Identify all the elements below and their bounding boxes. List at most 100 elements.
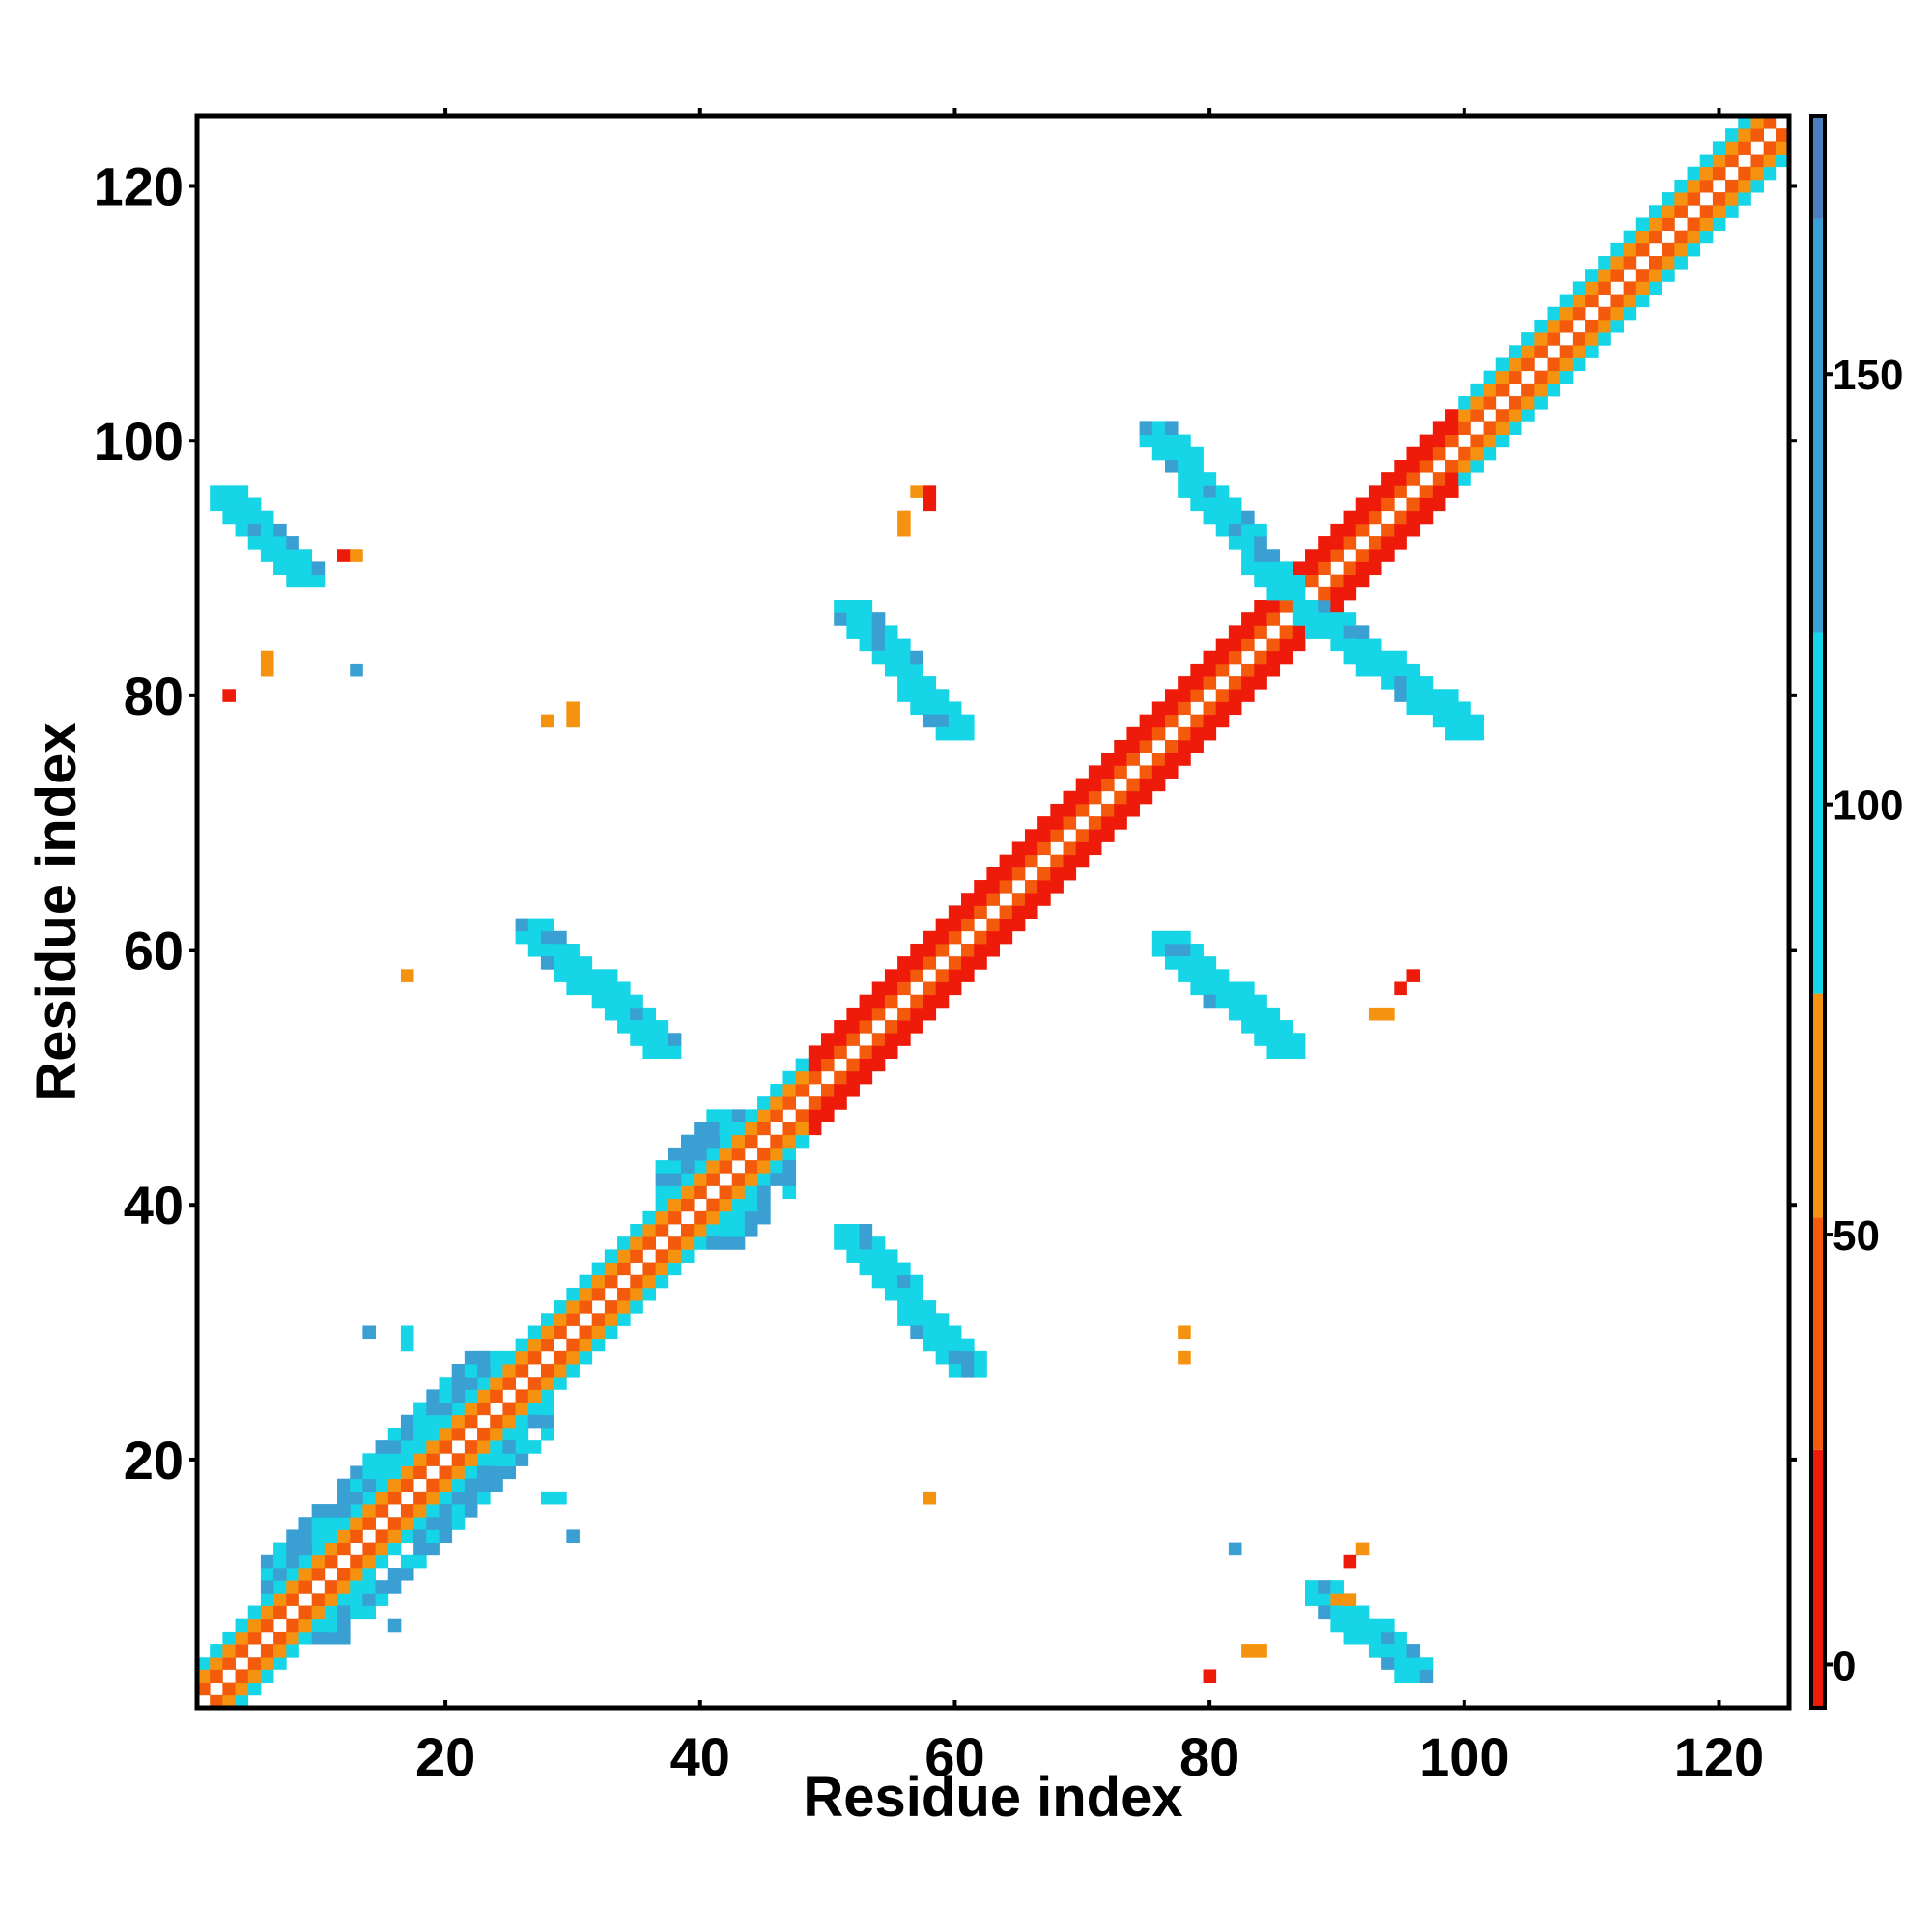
heatmap-cell bbox=[1521, 409, 1535, 422]
heatmap-cell bbox=[1063, 854, 1077, 868]
heatmap-cell bbox=[630, 1224, 643, 1237]
heatmap-cell bbox=[464, 1414, 478, 1429]
heatmap-cell bbox=[324, 1593, 338, 1606]
heatmap-cell bbox=[999, 930, 1013, 945]
heatmap-cell bbox=[1190, 485, 1204, 498]
heatmap-cell bbox=[1037, 841, 1051, 856]
heatmap-cell bbox=[311, 561, 326, 576]
heatmap-cell bbox=[1024, 829, 1038, 842]
heatmap-cell bbox=[350, 1504, 363, 1518]
heatmap-cell bbox=[350, 1554, 363, 1569]
heatmap-cell bbox=[948, 701, 962, 716]
heatmap-cell bbox=[1178, 472, 1191, 486]
heatmap-cell bbox=[362, 1580, 376, 1594]
heatmap-cell bbox=[744, 1224, 758, 1237]
heatmap-cell bbox=[986, 943, 1000, 957]
heatmap-cell bbox=[1419, 510, 1434, 525]
heatmap-cell bbox=[1203, 726, 1217, 741]
heatmap-cell bbox=[1521, 345, 1535, 358]
heatmap-cell bbox=[897, 1274, 911, 1289]
heatmap-cell bbox=[540, 1325, 554, 1340]
heatmap-cell bbox=[821, 1096, 835, 1110]
heatmap-cell bbox=[464, 1491, 478, 1505]
heatmap-cell bbox=[821, 1045, 835, 1060]
heatmap-cell bbox=[884, 1274, 898, 1289]
heatmap-cell bbox=[821, 1058, 835, 1072]
heatmap-cell bbox=[1508, 345, 1522, 358]
heatmap-cell bbox=[1381, 472, 1395, 486]
heatmap-cell bbox=[1190, 740, 1204, 753]
heatmap-cell bbox=[859, 1058, 873, 1072]
heatmap-cell bbox=[1394, 510, 1407, 525]
heatmap-cell bbox=[1075, 803, 1090, 817]
heatmap-cell bbox=[1368, 536, 1382, 550]
heatmap-cell bbox=[1445, 409, 1459, 422]
heatmap-cell bbox=[1305, 1580, 1319, 1594]
heatmap-cell bbox=[273, 523, 287, 537]
heatmap-cell bbox=[1355, 1605, 1370, 1620]
heatmap-cell bbox=[362, 1554, 376, 1569]
heatmap-cell bbox=[935, 918, 950, 932]
heatmap-cell bbox=[859, 1236, 873, 1250]
heatmap-cell bbox=[642, 1236, 657, 1250]
heatmap-cell bbox=[579, 1338, 593, 1352]
heatmap-cell bbox=[426, 1402, 440, 1416]
heatmap-cell bbox=[694, 1160, 707, 1174]
heatmap-cell bbox=[490, 1465, 503, 1480]
heatmap-cell bbox=[1164, 701, 1179, 716]
heatmap-cell bbox=[324, 1517, 338, 1530]
heatmap-cell bbox=[1305, 549, 1319, 562]
heatmap-cell bbox=[719, 1185, 733, 1200]
heatmap-cell bbox=[1011, 905, 1026, 919]
heatmap-cell bbox=[884, 1287, 898, 1301]
heatmap-cell bbox=[1330, 599, 1344, 613]
heatmap-cell bbox=[871, 994, 886, 1009]
heatmap-cell bbox=[1776, 128, 1790, 142]
heatmap-cell bbox=[1521, 357, 1535, 372]
heatmap-cell bbox=[1458, 446, 1471, 461]
heatmap-cell bbox=[1750, 179, 1765, 193]
heatmap-cell bbox=[1662, 256, 1675, 270]
heatmap-cell bbox=[1279, 638, 1293, 652]
heatmap-cell bbox=[923, 701, 937, 716]
heatmap-cell bbox=[1508, 409, 1522, 422]
heatmap-cell bbox=[1178, 689, 1191, 702]
heatmap-cell bbox=[298, 1554, 313, 1569]
heatmap-cell bbox=[1011, 893, 1026, 906]
heatmap-cell bbox=[604, 1262, 618, 1276]
heatmap-cell bbox=[502, 1402, 516, 1416]
heatmap-cell bbox=[426, 1529, 440, 1543]
heatmap-cell bbox=[1215, 497, 1230, 512]
heatmap-cell bbox=[566, 1313, 580, 1326]
heatmap-cell bbox=[1241, 510, 1255, 525]
heatmap-cell bbox=[362, 1593, 376, 1606]
heatmap-cell bbox=[464, 1504, 478, 1518]
heatmap-cell bbox=[999, 918, 1013, 932]
heatmap-cell bbox=[515, 1414, 529, 1429]
heatmap-cell bbox=[871, 1058, 886, 1072]
heatmap-cell bbox=[1623, 230, 1637, 244]
heatmap-cell bbox=[1215, 650, 1230, 665]
heatmap-cell bbox=[1305, 625, 1319, 639]
heatmap-cell bbox=[1598, 332, 1611, 346]
heatmap-cell bbox=[795, 1070, 810, 1085]
heatmap-cell bbox=[260, 1644, 274, 1658]
heatmap-cell bbox=[260, 663, 274, 677]
heatmap-cell bbox=[1343, 574, 1357, 588]
heatmap-cell bbox=[871, 1236, 886, 1250]
heatmap-cell bbox=[1662, 269, 1675, 282]
heatmap-cell bbox=[477, 1402, 491, 1416]
heatmap-cell bbox=[604, 1249, 618, 1263]
heatmap-cell bbox=[337, 549, 351, 562]
heatmap-cell bbox=[1151, 765, 1166, 779]
heatmap-cell bbox=[1610, 242, 1624, 257]
heatmap-cell bbox=[579, 1325, 593, 1340]
heatmap-cell bbox=[1063, 816, 1077, 830]
heatmap-cell bbox=[477, 1465, 491, 1480]
heatmap-cell bbox=[770, 1147, 783, 1161]
heatmap-cell bbox=[871, 1007, 886, 1021]
heatmap-cell bbox=[1241, 612, 1255, 626]
heatmap-cell bbox=[1699, 154, 1714, 168]
heatmap-cell bbox=[247, 510, 262, 525]
